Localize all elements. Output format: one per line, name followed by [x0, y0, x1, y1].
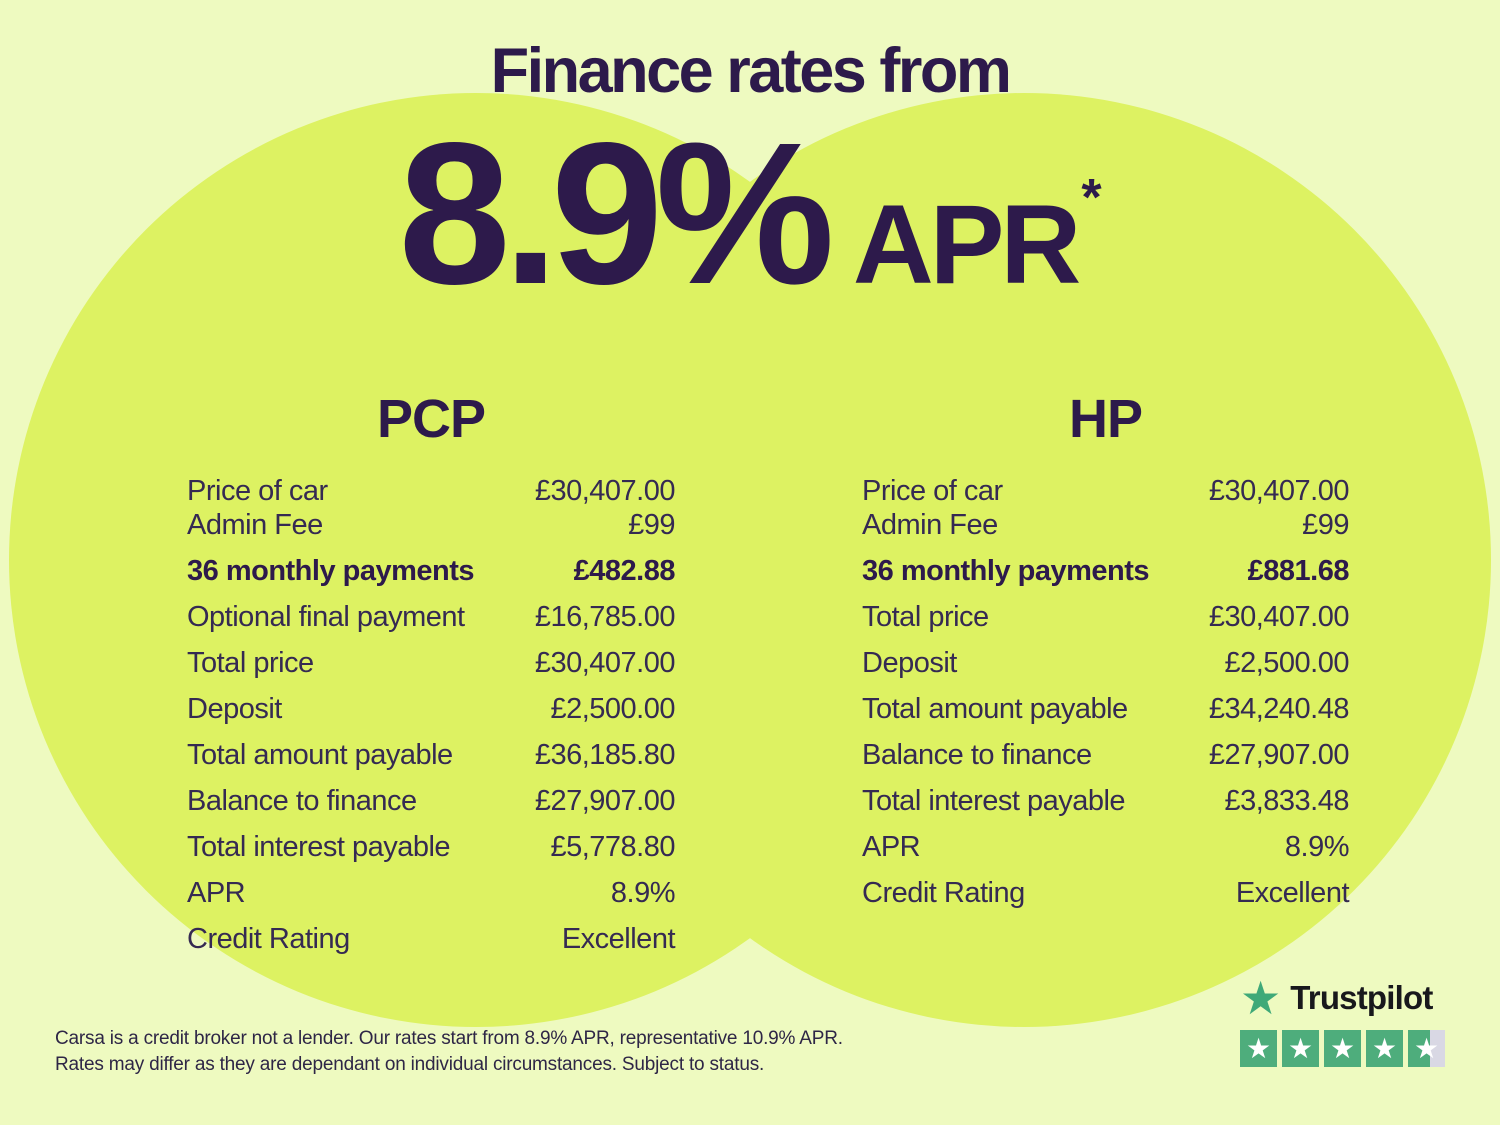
disclaimer-line-1: Carsa is a credit broker not a lender. O… — [55, 1028, 843, 1049]
table-row: 36 monthly payments £482.88 — [187, 554, 676, 588]
row-value: 8.9% — [610, 877, 676, 909]
table-row: Optional final payment £16,785.00 — [187, 600, 676, 634]
row-label: Credit Rating — [862, 877, 1025, 909]
star-icon: ★ — [1371, 1032, 1398, 1064]
row-label: 36 monthly payments — [862, 555, 1150, 587]
disclaimer: Carsa is a credit broker not a lender. O… — [55, 1026, 843, 1078]
pcp-title: PCP — [376, 389, 486, 449]
hp-column: HP Price of car £30,407.00 Admin Fee £99 36 … — [862, 389, 1350, 910]
row-label: Total amount payable — [862, 693, 1128, 725]
row-label: Balance to finance — [862, 739, 1092, 771]
rating-star-box: ★ — [1240, 1030, 1277, 1067]
disclaimer-line-2: Rates may differ as they are dependant o… — [55, 1054, 765, 1075]
row-value: £30,407.00 — [534, 475, 676, 507]
row-label: APR — [187, 877, 246, 909]
rate-asterisk: * — [1081, 169, 1102, 227]
pcp-table: Price of car £30,407.00 Admin Fee £99 36 mon… — [187, 474, 676, 956]
trustpilot-rating-stars: ★ ★ ★ ★ ★ — [1240, 1030, 1445, 1067]
row-label: Total interest payable — [187, 831, 451, 863]
row-label: Total price — [862, 601, 989, 633]
rate-suffix: APR* — [853, 172, 1102, 301]
table-row: Total price £30,407.00 — [187, 646, 676, 680]
row-value: £99 — [1302, 509, 1349, 541]
trustpilot-widget: ★ Trustpilot ★ ★ ★ ★ ★ — [1240, 972, 1445, 1067]
row-label: Deposit — [862, 647, 957, 679]
rate-value: 8.9% — [398, 100, 834, 326]
star-icon: ★ — [1413, 1032, 1440, 1064]
row-value: £30,407.00 — [1208, 475, 1350, 507]
table-row: Price of car £30,407.00 — [862, 474, 1350, 508]
headline-rate: 8.9% APR* — [0, 112, 1500, 314]
hp-table: Price of car £30,407.00 Admin Fee £99 36 mon… — [862, 474, 1350, 910]
table-row: Deposit £2,500.00 — [862, 646, 1349, 680]
hp-title: HP — [1068, 389, 1143, 449]
rate-suffix-label: APR — [852, 182, 1081, 307]
row-label: Total amount payable — [187, 739, 453, 771]
rating-star-box: ★ — [1324, 1030, 1361, 1067]
table-row: Total interest payable £3,833.48 — [862, 784, 1349, 818]
row-value: £27,907.00 — [1208, 739, 1350, 771]
row-value: £5,778.80 — [550, 831, 675, 863]
table-row: APR 8.9% — [862, 830, 1350, 864]
table-row: Balance to finance £27,907.00 — [187, 784, 676, 818]
rating-star-box: ★ — [1366, 1030, 1403, 1067]
table-row: Balance to finance £27,907.00 — [862, 738, 1350, 772]
rating-star-box: ★ — [1408, 1030, 1445, 1067]
row-value: £99 — [628, 509, 675, 541]
table-row: Total amount payable £34,240.48 — [862, 692, 1350, 726]
star-icon: ★ — [1329, 1032, 1356, 1064]
table-row: Price of car £30,407.00 — [187, 474, 676, 508]
row-value: £27,907.00 — [534, 785, 676, 817]
row-label: Total interest payable — [862, 785, 1126, 817]
star-icon: ★ — [1287, 1032, 1314, 1064]
row-value: £482.88 — [573, 555, 676, 587]
row-label: 36 monthly payments — [187, 555, 475, 587]
table-row: APR 8.9% — [187, 876, 676, 910]
table-row: Credit Rating Excellent — [187, 922, 676, 956]
row-value: £30,407.00 — [1208, 601, 1350, 633]
trustpilot-logo: ★ Trustpilot — [1240, 972, 1445, 1024]
table-row: Admin Fee £99 — [187, 508, 675, 542]
row-value: £36,185.80 — [534, 739, 676, 771]
row-label: Admin Fee — [862, 509, 998, 541]
background-circle-right — [557, 93, 1491, 1027]
page-title: Finance rates from — [490, 36, 1012, 106]
row-value: Excellent — [561, 923, 676, 955]
row-label: Credit Rating — [187, 923, 350, 955]
row-label: Balance to finance — [187, 785, 417, 817]
row-label: Price of car — [187, 475, 328, 507]
row-label: Deposit — [187, 693, 282, 725]
row-value: £30,407.00 — [534, 647, 676, 679]
table-row: Total price £30,407.00 — [862, 600, 1350, 634]
rating-star-box: ★ — [1282, 1030, 1319, 1067]
row-value: £3,833.48 — [1224, 785, 1349, 817]
row-label: APR — [862, 831, 921, 863]
table-row: Total interest payable £5,778.80 — [187, 830, 675, 864]
trustpilot-wordmark: Trustpilot — [1290, 979, 1433, 1016]
pcp-column: PCP Price of car £30,407.00 Admin Fee £99 36… — [187, 389, 676, 956]
row-value: 8.9% — [1284, 831, 1350, 863]
table-row: Total amount payable £36,185.80 — [187, 738, 676, 772]
table-row: Credit Rating Excellent — [862, 876, 1350, 910]
row-label: Admin Fee — [187, 509, 323, 541]
row-value: £34,240.48 — [1208, 693, 1350, 725]
row-value: £881.68 — [1247, 555, 1350, 587]
row-label: Price of car — [862, 475, 1003, 507]
table-row: Deposit £2,500.00 — [187, 692, 675, 726]
row-value: Excellent — [1235, 877, 1350, 909]
row-label: Total price — [187, 647, 314, 679]
row-value: £2,500.00 — [1224, 647, 1349, 679]
table-row: Admin Fee £99 — [862, 508, 1349, 542]
row-label: Optional final payment — [187, 601, 465, 633]
star-icon: ★ — [1245, 1032, 1272, 1064]
trustpilot-star-icon: ★ — [1240, 972, 1282, 1024]
row-value: £16,785.00 — [534, 601, 676, 633]
table-row: 36 monthly payments £881.68 — [862, 554, 1350, 588]
row-value: £2,500.00 — [550, 693, 675, 725]
